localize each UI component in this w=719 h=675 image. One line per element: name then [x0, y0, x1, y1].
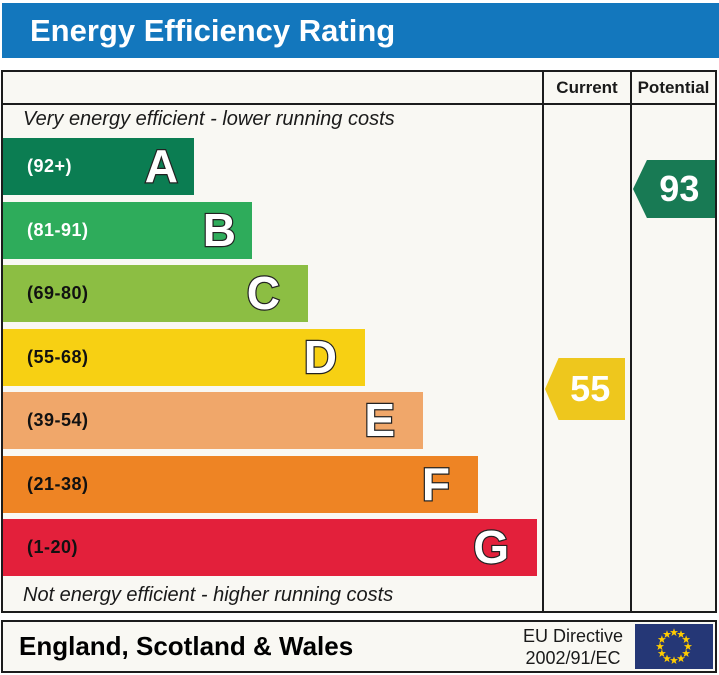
- header-divider: [3, 103, 715, 105]
- potential-column-divider: [630, 72, 632, 611]
- band-row-d: (55-68) D: [3, 329, 365, 386]
- current-rating-value: 55: [570, 368, 611, 409]
- eu-directive-label: EU Directive 2002/91/EC: [523, 625, 623, 669]
- band-row-g: (1-20) G: [3, 519, 537, 576]
- band-row-b: (81-91) B: [3, 202, 252, 259]
- band-range: (55-68): [27, 347, 89, 367]
- band-range: (81-91): [27, 220, 89, 240]
- band-letter: E: [363, 393, 396, 447]
- footer: England, Scotland & Wales EU Directive 2…: [1, 620, 717, 673]
- band-letter: C: [246, 266, 282, 320]
- potential-rating-arrow: 93: [633, 160, 715, 218]
- band-range: (92+): [27, 156, 73, 176]
- caption-very-efficient: Very energy efficient - lower running co…: [23, 108, 395, 130]
- column-header-potential: Potential: [637, 78, 710, 97]
- page-title: Energy Efficiency Rating: [2, 3, 719, 58]
- current-column-divider: [542, 72, 544, 611]
- band-row-f: (21-38) F: [3, 456, 478, 513]
- band-letter: G: [472, 520, 510, 574]
- column-header-current: Current: [556, 78, 618, 97]
- band-letter: B: [202, 203, 238, 257]
- eu-directive-line1: EU Directive: [522, 626, 623, 646]
- energy-rating-chart: Very energy efficient - lower running co…: [1, 70, 717, 613]
- band-letter: D: [303, 330, 339, 384]
- current-rating-arrow: 55: [545, 358, 625, 420]
- band-range: (21-38): [27, 474, 89, 494]
- band-row-e: (39-54) E: [3, 392, 423, 449]
- region-label: England, Scotland & Wales: [19, 631, 354, 661]
- band-range: (1-20): [27, 537, 79, 557]
- band-range: (69-80): [27, 283, 89, 303]
- eu-directive-line2: 2002/91/EC: [525, 648, 621, 668]
- potential-rating-value: 93: [659, 168, 700, 209]
- band-row-a: (92+) A: [3, 138, 194, 195]
- caption-not-efficient: Not energy efficient - higher running co…: [23, 584, 394, 606]
- band-row-c: (69-80) C: [3, 265, 308, 322]
- band-range: (39-54): [27, 410, 89, 430]
- band-letter: A: [144, 139, 180, 193]
- band-letter: F: [421, 457, 452, 511]
- eu-flag-icon: [635, 624, 713, 669]
